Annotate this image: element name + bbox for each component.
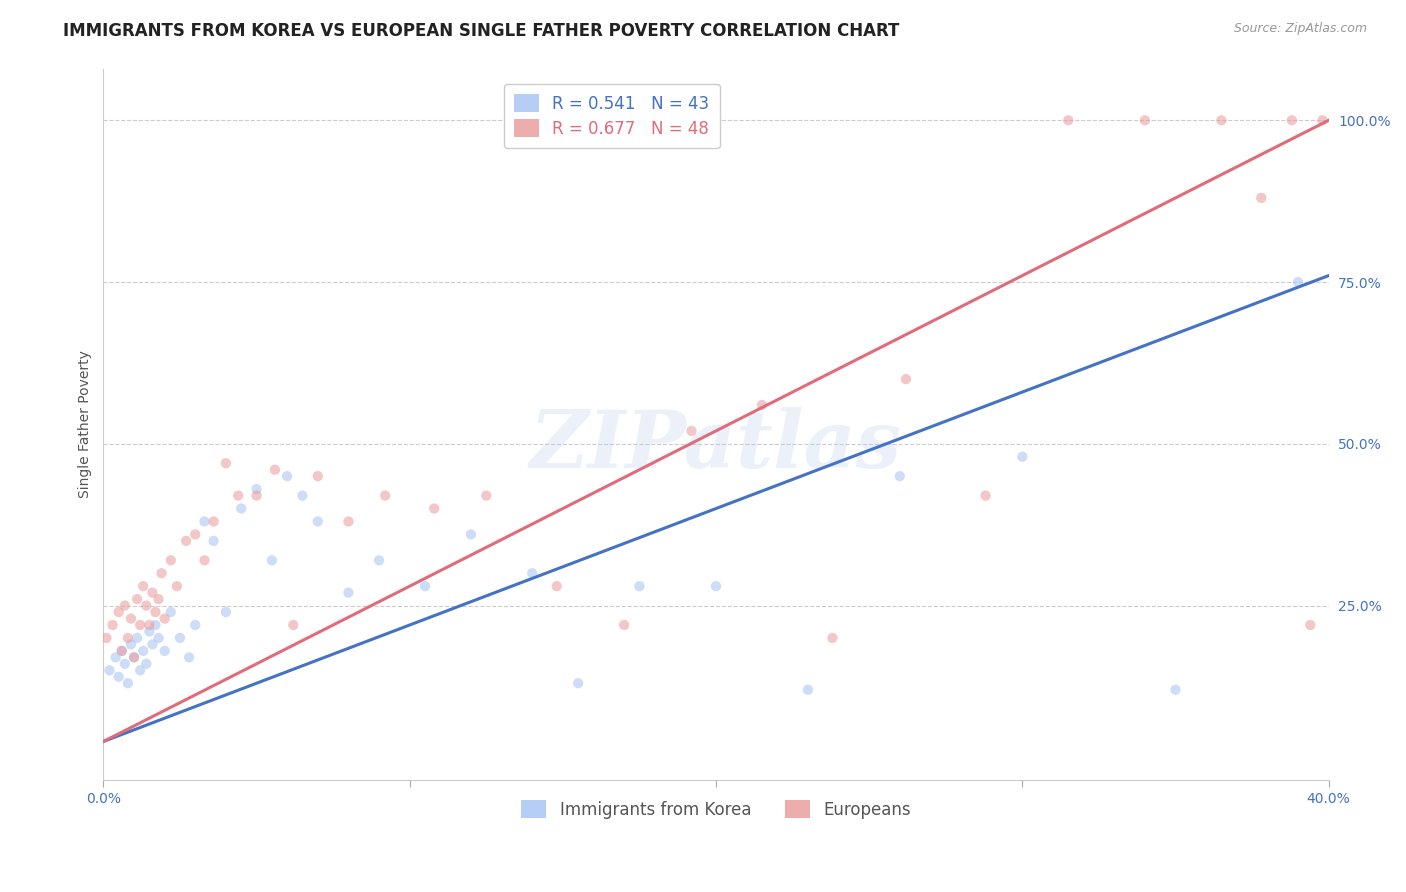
Point — [141, 585, 163, 599]
Point — [1286, 275, 1309, 289]
Point — [179, 650, 201, 665]
Y-axis label: Single Father Poverty: Single Father Poverty — [79, 351, 93, 499]
Point — [1299, 618, 1322, 632]
Point — [337, 585, 360, 599]
Text: Source: ZipAtlas.com: Source: ZipAtlas.com — [1233, 22, 1367, 36]
Point — [1133, 113, 1156, 128]
Point — [291, 489, 314, 503]
Point — [797, 682, 820, 697]
Point — [368, 553, 391, 567]
Point — [145, 605, 167, 619]
Point — [184, 618, 207, 632]
Point — [202, 515, 225, 529]
Point — [974, 489, 997, 503]
Point — [98, 663, 121, 677]
Point — [150, 566, 173, 581]
Point — [704, 579, 727, 593]
Point — [522, 566, 544, 581]
Point — [193, 515, 215, 529]
Point — [307, 469, 329, 483]
Point — [821, 631, 844, 645]
Point — [122, 650, 145, 665]
Point — [423, 501, 446, 516]
Point — [751, 398, 773, 412]
Point — [135, 657, 157, 671]
Point — [193, 553, 215, 567]
Point — [129, 618, 152, 632]
Point — [132, 644, 155, 658]
Point — [260, 553, 283, 567]
Point — [226, 489, 249, 503]
Text: IMMIGRANTS FROM KOREA VS EUROPEAN SINGLE FATHER POVERTY CORRELATION CHART: IMMIGRANTS FROM KOREA VS EUROPEAN SINGLE… — [63, 22, 900, 40]
Point — [174, 533, 197, 548]
Point — [138, 624, 160, 639]
Point — [132, 579, 155, 593]
Point — [145, 618, 167, 632]
Point — [122, 650, 145, 665]
Point — [111, 644, 134, 658]
Point — [1250, 191, 1272, 205]
Point — [1164, 682, 1187, 697]
Point — [120, 637, 142, 651]
Point — [153, 611, 176, 625]
Point — [231, 501, 253, 516]
Point — [1312, 113, 1334, 128]
Point — [117, 631, 139, 645]
Point — [129, 663, 152, 677]
Point — [613, 618, 636, 632]
Point — [104, 650, 127, 665]
Point — [628, 579, 651, 593]
Point — [101, 618, 124, 632]
Point — [264, 463, 287, 477]
Point — [107, 605, 129, 619]
Point — [374, 489, 396, 503]
Point — [96, 631, 118, 645]
Point — [567, 676, 589, 690]
Point — [114, 657, 136, 671]
Point — [135, 599, 157, 613]
Point — [337, 515, 360, 529]
Point — [413, 579, 436, 593]
Point — [117, 676, 139, 690]
Point — [307, 515, 329, 529]
Point — [159, 553, 181, 567]
Point — [159, 605, 181, 619]
Point — [245, 489, 267, 503]
Point — [184, 527, 207, 541]
Point — [894, 372, 917, 386]
Point — [111, 644, 134, 658]
Point — [1281, 113, 1303, 128]
Legend: Immigrants from Korea, Europeans: Immigrants from Korea, Europeans — [515, 793, 917, 825]
Point — [245, 482, 267, 496]
Point — [276, 469, 298, 483]
Point — [283, 618, 305, 632]
Point — [138, 618, 160, 632]
Point — [1211, 113, 1233, 128]
Point — [148, 631, 170, 645]
Text: ZIPatlas: ZIPatlas — [530, 407, 903, 484]
Point — [166, 579, 188, 593]
Point — [114, 599, 136, 613]
Point — [215, 456, 238, 470]
Point — [141, 637, 163, 651]
Point — [148, 592, 170, 607]
Point — [1011, 450, 1033, 464]
Point — [546, 579, 568, 593]
Point — [125, 592, 148, 607]
Point — [460, 527, 482, 541]
Point — [215, 605, 238, 619]
Point — [475, 489, 498, 503]
Point — [107, 670, 129, 684]
Point — [169, 631, 191, 645]
Point — [125, 631, 148, 645]
Point — [120, 611, 142, 625]
Point — [681, 424, 703, 438]
Point — [889, 469, 911, 483]
Point — [153, 644, 176, 658]
Point — [202, 533, 225, 548]
Point — [1057, 113, 1080, 128]
